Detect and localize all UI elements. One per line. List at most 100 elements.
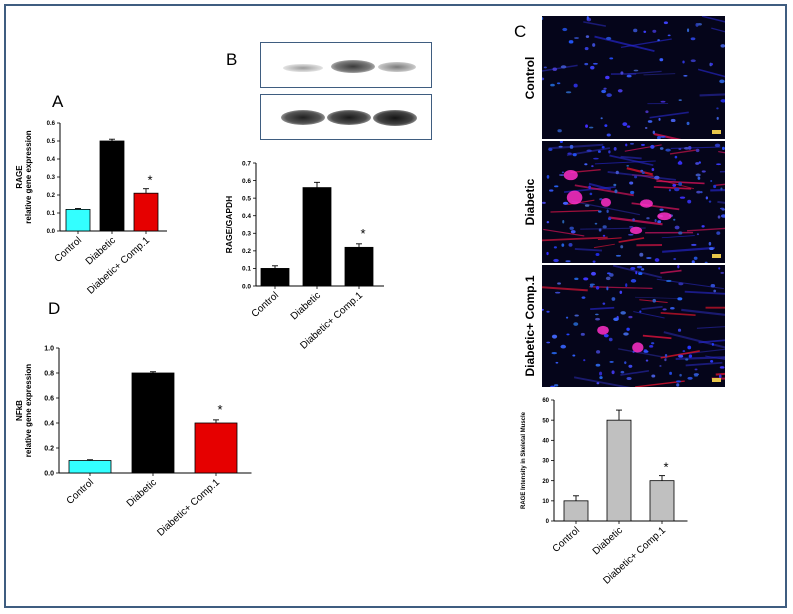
- nucleus-dot: [592, 62, 598, 65]
- nucleus-dot: [720, 214, 725, 218]
- nucleus-dot: [596, 350, 601, 354]
- nucleus-dot: [630, 279, 637, 283]
- nucleus-dot: [558, 174, 565, 176]
- nucleus-dot: [678, 354, 684, 358]
- y-tick-label: 0.6: [47, 121, 56, 127]
- nucleus-dot: [553, 258, 559, 263]
- nucleus-dot: [583, 359, 586, 362]
- nucleus-dot: [550, 385, 555, 387]
- nucleus-dot: [584, 163, 588, 166]
- micrograph-row-label-diabetic: Diabetic: [523, 178, 537, 226]
- tissue-fiber: [607, 171, 676, 181]
- y-tick-label: 30: [542, 459, 549, 465]
- nucleus-dot: [701, 225, 705, 228]
- western-blot-gapdh: [260, 94, 432, 140]
- nucleus-dot: [555, 361, 559, 364]
- nucleus-dot: [548, 189, 554, 192]
- nucleus-dot: [639, 252, 644, 257]
- rage-positive-blob: [640, 199, 653, 208]
- nucleus-dot: [595, 363, 601, 367]
- nucleus-dot: [678, 231, 683, 235]
- panel-a-letter: A: [52, 92, 64, 111]
- nucleus-dot: [565, 91, 572, 94]
- nucleus-dot: [666, 279, 672, 283]
- nucleus-dot: [670, 306, 675, 310]
- tissue-fiber: [593, 243, 615, 249]
- nucleus-dot: [602, 225, 607, 229]
- nucleus-dot: [626, 125, 631, 128]
- tissue-fiber: [684, 290, 725, 295]
- bar-diabetic: [131, 372, 175, 474]
- nucleus-dot: [673, 258, 677, 260]
- nucleus-dot: [597, 150, 601, 153]
- micrograph-row-label-diabetic-comp1: Diabetic+ Comp.1: [523, 275, 537, 377]
- nucleus-dot: [607, 272, 611, 275]
- nucleus-dot: [593, 157, 599, 160]
- nucleus-dot: [562, 201, 569, 205]
- nucleus-dot: [601, 146, 605, 149]
- tissue-fiber: [715, 372, 725, 376]
- nucleus-dot: [626, 376, 632, 381]
- micrograph-row-label-control: Control: [523, 56, 537, 100]
- nucleus-dot: [608, 337, 613, 342]
- nucleus-dot: [650, 144, 655, 149]
- nucleus-dot: [557, 129, 562, 133]
- nucleus-dot: [599, 371, 603, 376]
- nucleus-dot: [623, 332, 629, 336]
- nucleus-dot: [697, 176, 701, 180]
- rage-positive-blob: [566, 190, 583, 205]
- tissue-fiber: [635, 380, 685, 387]
- nucleus-dot: [687, 345, 692, 350]
- rage-positive-blob: [597, 325, 609, 335]
- nucleus-dot: [584, 47, 589, 51]
- significance-star: *: [360, 226, 365, 241]
- tissue-fiber: [698, 339, 725, 344]
- nucleus-dot: [714, 143, 721, 148]
- nucleus-dot: [596, 382, 600, 385]
- nucleus-dot: [574, 37, 579, 39]
- nucleus-dot: [568, 243, 573, 247]
- nucleus-dot: [669, 371, 672, 375]
- nucleus-dot: [573, 83, 578, 88]
- y-tick-label: 0.4: [44, 420, 54, 427]
- nucleus-dot: [562, 27, 568, 32]
- nucleus-dot: [694, 368, 698, 371]
- bar-control: [65, 209, 91, 232]
- nucleus-dot: [654, 218, 657, 223]
- nucleus-dot: [695, 173, 701, 177]
- nucleus-dot: [566, 333, 570, 336]
- nucleus-dot: [721, 146, 725, 151]
- nucleus-dot: [704, 261, 708, 263]
- nucleus-dot: [620, 311, 626, 315]
- nucleus-dot: [605, 36, 612, 41]
- nucleus-dot: [696, 190, 701, 194]
- tissue-fiber: [618, 348, 668, 359]
- nucleus-dot: [550, 83, 555, 87]
- tissue-fiber: [542, 64, 578, 72]
- nucleus-dot: [603, 87, 607, 90]
- tissue-fiber: [620, 370, 650, 376]
- tissue-fiber: [715, 183, 725, 186]
- nucleus-dot: [573, 322, 579, 326]
- tissue-fiber: [669, 149, 697, 155]
- y-tick-label: 0.3: [242, 231, 251, 238]
- nucleus-dot: [636, 265, 643, 269]
- micrograph-control: [542, 16, 725, 139]
- tissue-fiber: [633, 311, 665, 319]
- nucleus-dot: [641, 171, 645, 174]
- nucleus-dot: [657, 136, 661, 139]
- tissue-fiber: [662, 246, 716, 253]
- nucleus-dot: [658, 117, 661, 121]
- nucleus-dot: [660, 100, 666, 103]
- nucleus-dot: [657, 220, 662, 224]
- nucleus-dot: [719, 79, 725, 84]
- nucleus-dot: [560, 65, 567, 69]
- nucleus-dot: [720, 187, 723, 191]
- y-tick-label: 0: [546, 519, 550, 525]
- nucleus-dot: [690, 59, 696, 63]
- category-label: Control: [551, 525, 582, 555]
- category-label: Diabetic+ Comp.1: [85, 235, 152, 297]
- nucleus-dot: [624, 361, 627, 365]
- y-tick-label: 0.0: [44, 470, 54, 477]
